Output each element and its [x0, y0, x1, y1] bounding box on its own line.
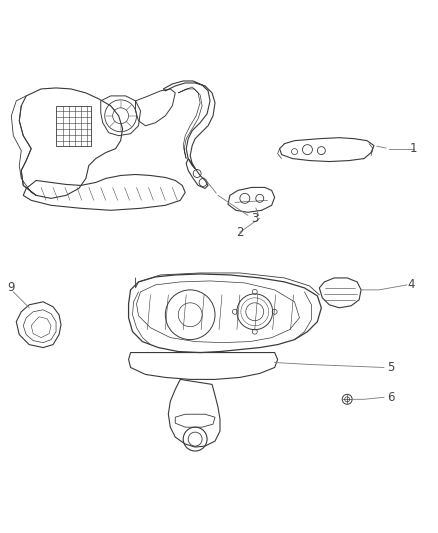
- Text: 2: 2: [236, 225, 244, 239]
- Text: 3: 3: [251, 212, 258, 225]
- Text: 4: 4: [407, 278, 414, 292]
- Text: 9: 9: [7, 281, 15, 294]
- Text: 5: 5: [387, 361, 395, 374]
- Text: 6: 6: [387, 391, 395, 404]
- Text: 1: 1: [410, 142, 417, 155]
- Polygon shape: [31, 317, 51, 337]
